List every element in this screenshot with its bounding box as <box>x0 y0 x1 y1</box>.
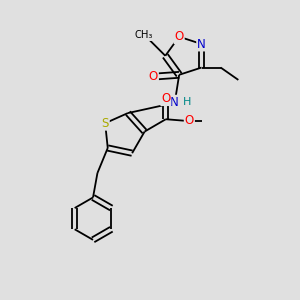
Text: O: O <box>175 30 184 43</box>
Text: CH₃: CH₃ <box>135 30 153 40</box>
Text: H: H <box>183 97 191 107</box>
Text: O: O <box>161 92 170 105</box>
Text: N: N <box>197 38 206 50</box>
Text: O: O <box>148 70 158 83</box>
Text: O: O <box>185 114 194 127</box>
Text: S: S <box>101 117 109 130</box>
Text: N: N <box>170 96 179 109</box>
